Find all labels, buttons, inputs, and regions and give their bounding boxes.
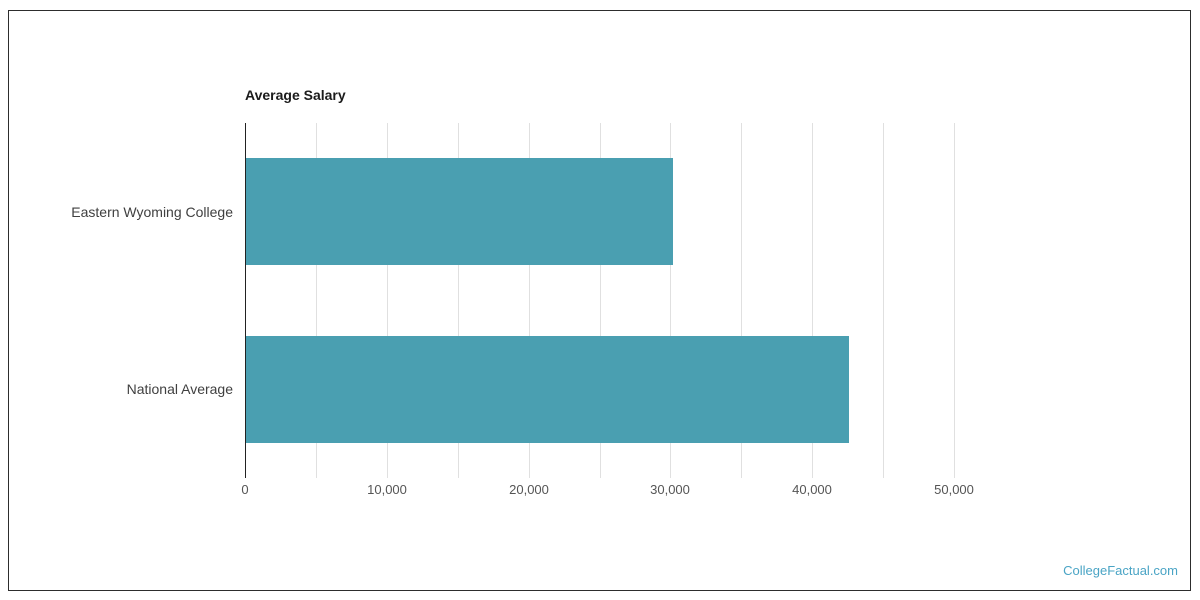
plot-area (245, 123, 1025, 478)
y-category-label: Eastern Wyoming College (71, 204, 233, 220)
gridline (315, 123, 317, 478)
gridline (386, 123, 388, 478)
gridline (599, 123, 601, 478)
x-tick-label: 30,000 (650, 482, 690, 497)
chart-frame: Average Salary CollegeFactual.com Easter… (8, 10, 1191, 591)
bar (246, 158, 673, 265)
x-tick-label: 40,000 (792, 482, 832, 497)
x-tick-label: 50,000 (934, 482, 974, 497)
bar (246, 336, 849, 443)
y-category-label: National Average (126, 381, 233, 397)
watermark-link[interactable]: CollegeFactual.com (1063, 563, 1178, 578)
y-axis-line (245, 123, 246, 478)
x-tick-label: 10,000 (367, 482, 407, 497)
gridline (883, 123, 885, 478)
x-tick-label: 20,000 (509, 482, 549, 497)
gridline (457, 123, 459, 478)
gridline (741, 123, 743, 478)
gridline (954, 123, 956, 478)
chart-title: Average Salary (245, 87, 346, 103)
x-tick-label: 0 (241, 482, 249, 497)
gridline (670, 123, 672, 478)
gridline (528, 123, 530, 478)
gridline (812, 123, 814, 478)
